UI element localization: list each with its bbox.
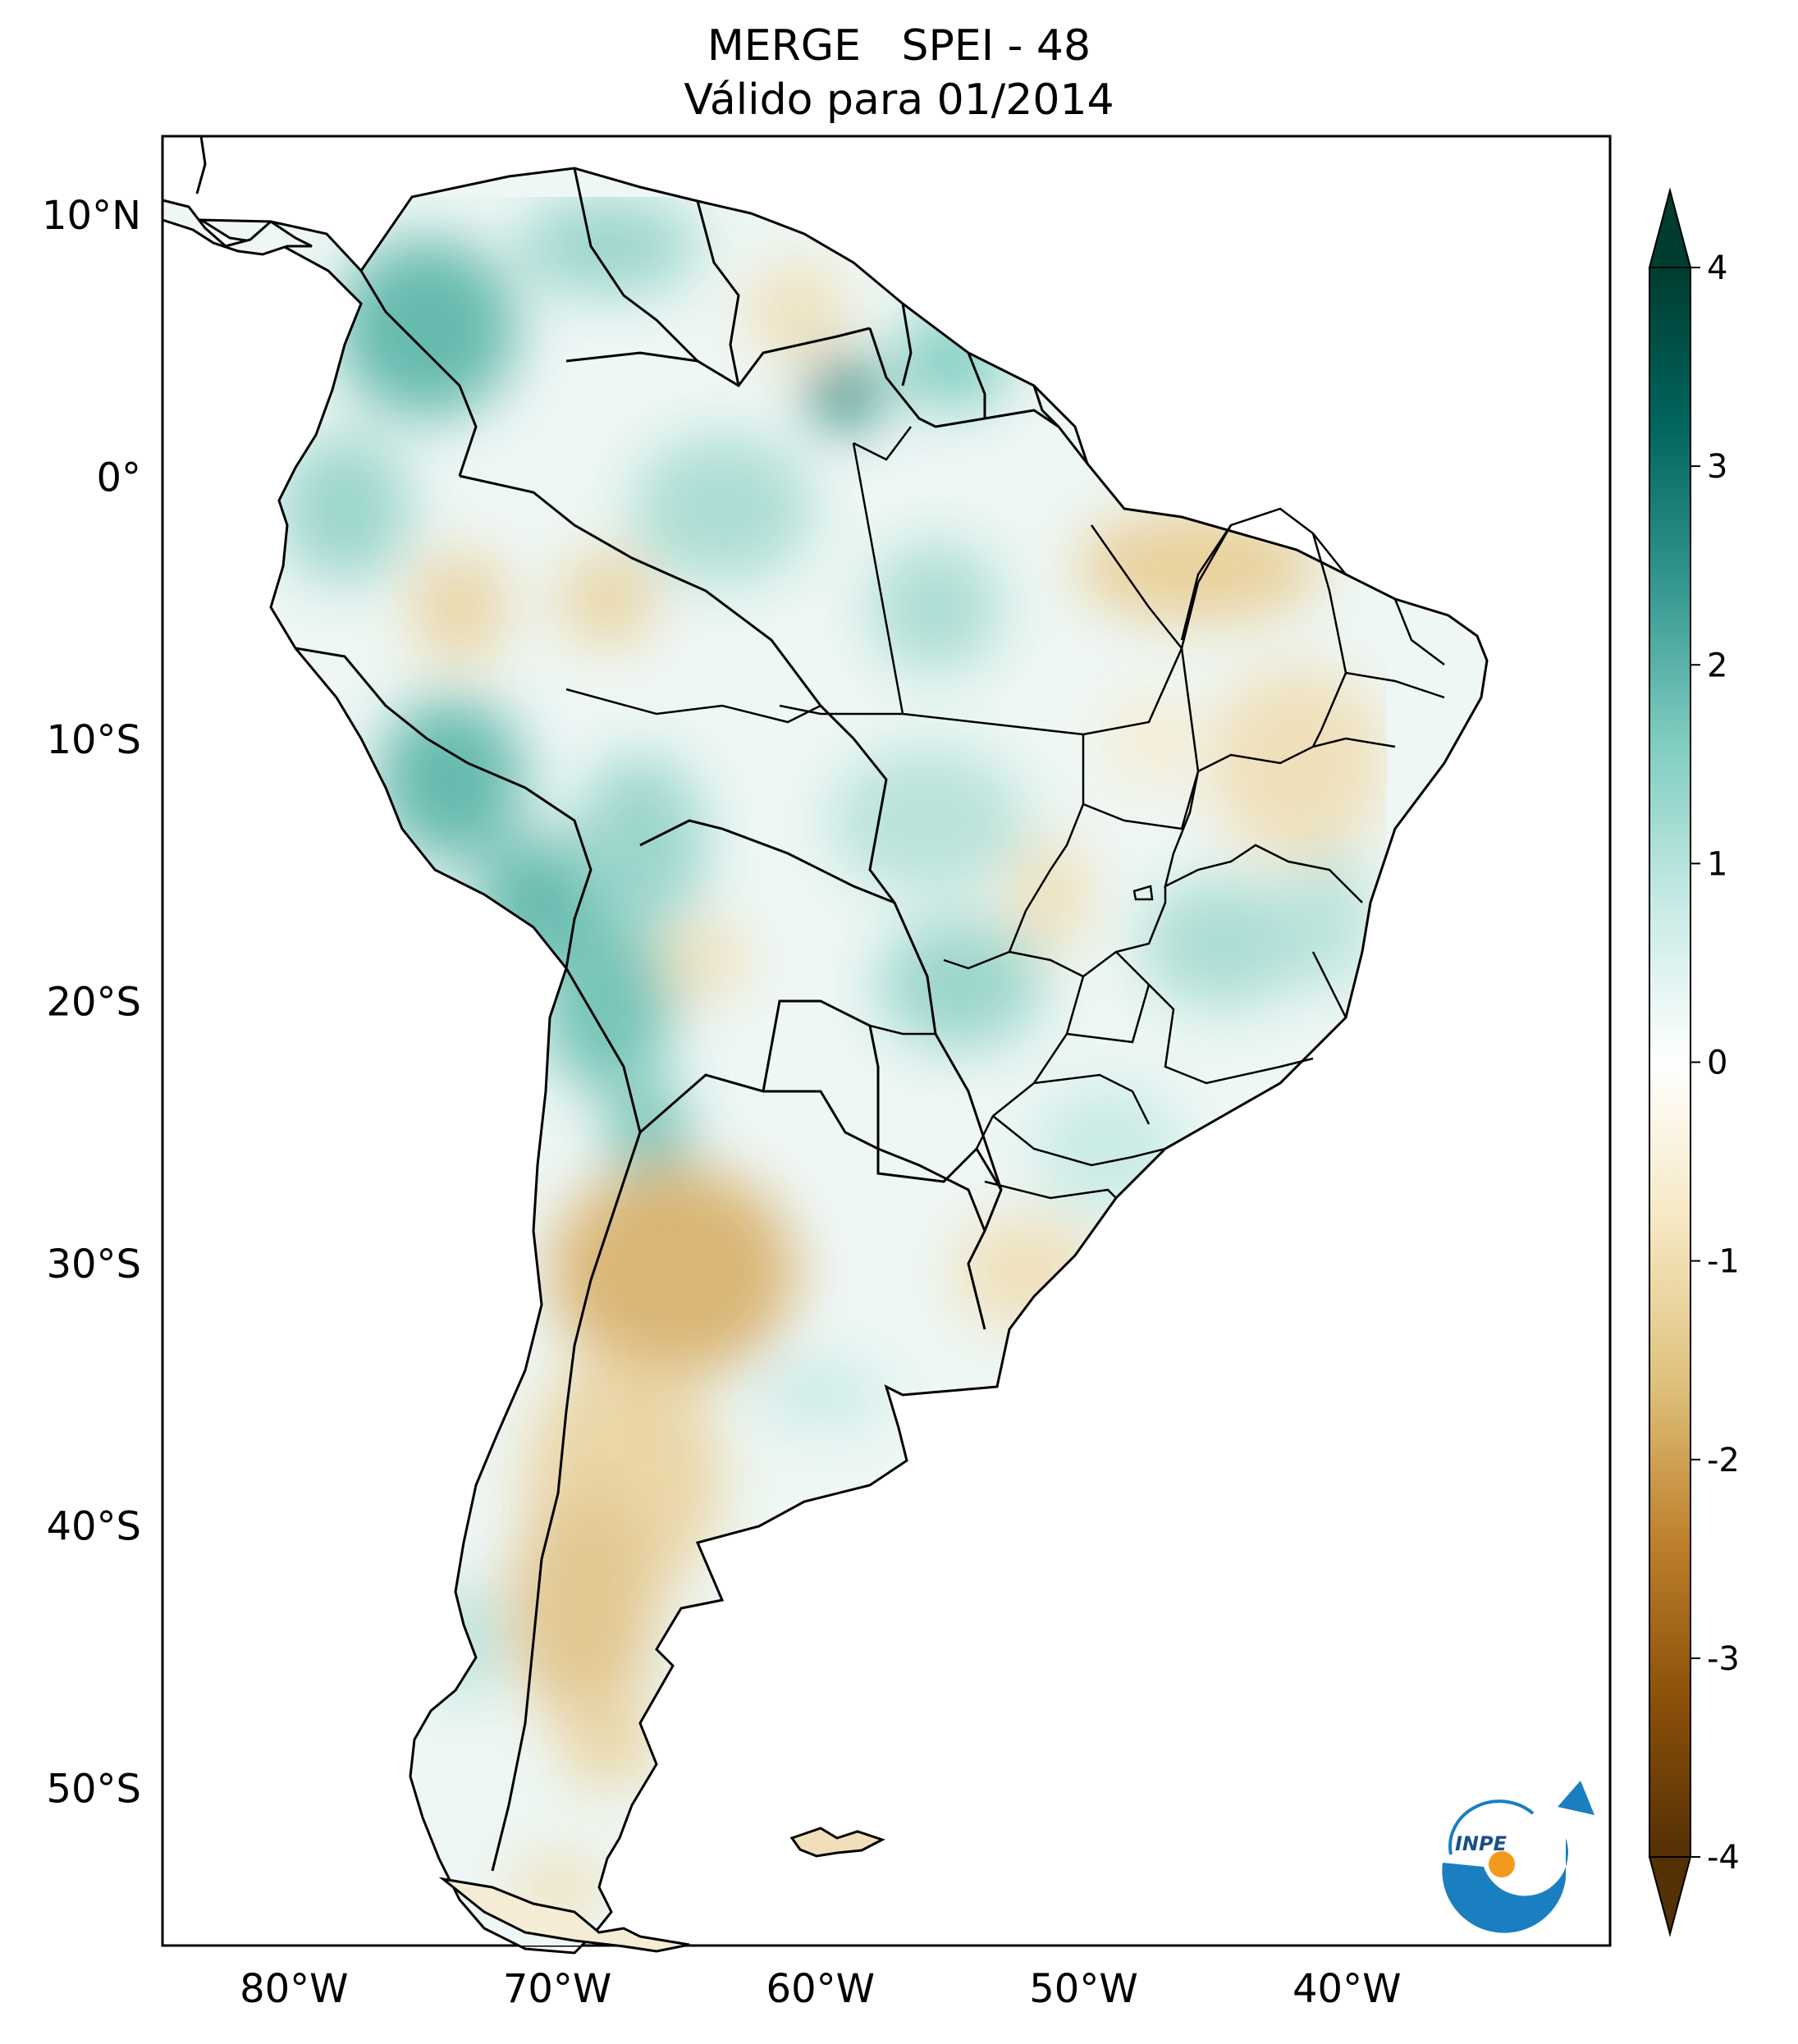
lat-tick-label: 10°N (42, 193, 141, 239)
colorbar-tick-label: -3 (1707, 1640, 1740, 1678)
colorbar-tick-label: -4 (1707, 1839, 1740, 1877)
lat-tick-label: 40°S (46, 1504, 141, 1550)
colorbar-body (1649, 267, 1691, 1858)
colorbar-lower-extend (1648, 1856, 1692, 1937)
colorbar-tick-label: -2 (1707, 1442, 1740, 1479)
colorbar-tick-label: -1 (1707, 1243, 1740, 1281)
central-america (161, 199, 313, 256)
lat-tick-label: 30°S (46, 1241, 141, 1287)
longitude-labels: 80°W 70°W 60°W 50°W 40°W (240, 1966, 1401, 2012)
state-borders (565, 426, 1445, 1200)
colorbar-tick-label: 0 (1707, 1045, 1727, 1082)
colorbar: 4 3 2 1 0 -1 -2 -3 -4 (1648, 187, 1740, 1937)
lat-tick-label: 10°S (46, 717, 141, 763)
lon-tick-label: 60°W (766, 1966, 876, 2012)
lon-tick-label: 40°W (1292, 1966, 1402, 2012)
logo-orange-dot (1489, 1851, 1515, 1877)
lon-tick-label: 50°W (1029, 1966, 1138, 2012)
map-subtitle: Válido para 01/2014 (684, 75, 1114, 125)
colorbar-upper-extend (1648, 187, 1692, 268)
country-borders (295, 167, 1089, 1872)
tierra-del-fuego (438, 1877, 690, 1953)
map-title: MERGE SPEI - 48 (707, 21, 1091, 71)
colorbar-tick-label: 3 (1707, 448, 1727, 486)
colorbar-tick-label: 4 (1707, 249, 1727, 287)
lat-tick-label: 50°S (46, 1766, 141, 1812)
latitude-labels: 10°N 0° 10°S 20°S 30°S 40°S 50°S (42, 193, 141, 1812)
falkland-islands (789, 1827, 885, 1858)
lon-tick-label: 70°W (503, 1966, 612, 2012)
colorbar-tick-label: 2 (1707, 647, 1727, 684)
lon-tick-label: 80°W (240, 1966, 349, 2012)
colorbar-tick-label: 1 (1707, 845, 1727, 883)
inpe-logo: INPE (1442, 1781, 1594, 1933)
lat-tick-label: 20°S (46, 980, 141, 1026)
lat-tick-label: 0° (96, 455, 141, 501)
logo-text: INPE (1455, 1832, 1507, 1855)
colorbar-ticks: 4 3 2 1 0 -1 -2 -3 -4 (1690, 249, 1740, 1877)
